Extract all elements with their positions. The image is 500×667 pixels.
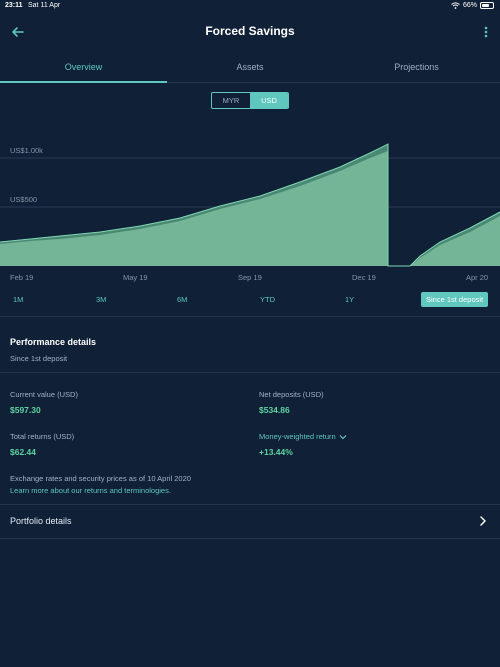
x-tick-label: Apr 20 bbox=[466, 273, 489, 282]
performance-subtitle: Since 1st deposit bbox=[10, 354, 68, 363]
portfolio-details-row[interactable]: Portfolio details bbox=[0, 505, 500, 537]
status-date: Sat 11 Apr bbox=[28, 2, 61, 9]
current-value: $597.30 bbox=[10, 405, 41, 415]
currency-usd-button[interactable]: USD bbox=[250, 93, 288, 108]
mwr-value: +13.44% bbox=[259, 447, 293, 457]
status-time: 23:11 bbox=[5, 2, 23, 9]
range-since-first-deposit-button[interactable]: Since 1st deposit bbox=[421, 292, 489, 307]
divider bbox=[0, 504, 500, 505]
divider bbox=[0, 538, 500, 539]
x-tick-label: Feb 19 bbox=[10, 273, 34, 282]
range-6m-button[interactable]: 6M bbox=[177, 295, 188, 304]
app-header: Forced Savings bbox=[0, 14, 500, 50]
y-tick-label: US$1.00k bbox=[10, 146, 43, 155]
range-1m-button[interactable]: 1M bbox=[13, 295, 24, 304]
more-options-icon[interactable] bbox=[482, 24, 490, 40]
net-deposits-label: Net deposits (USD) bbox=[259, 390, 324, 399]
page-title: Forced Savings bbox=[205, 24, 295, 38]
tab-overview[interactable]: Overview bbox=[0, 55, 167, 83]
exchange-rate-note: Exchange rates and security prices as of… bbox=[10, 474, 191, 483]
portfolio-details-label: Portfolio details bbox=[10, 516, 72, 526]
battery-icon bbox=[480, 2, 494, 9]
money-weighted-return-dropdown[interactable]: Money-weighted return bbox=[259, 432, 347, 441]
total-returns-label: Total returns (USD) bbox=[10, 432, 75, 441]
divider bbox=[0, 372, 500, 373]
x-tick-label: May 19 bbox=[123, 273, 148, 282]
chevron-down-icon bbox=[339, 434, 347, 439]
chart-svg bbox=[0, 143, 500, 267]
net-deposits-value: $534.86 bbox=[259, 405, 290, 415]
tab-projections[interactable]: Projections bbox=[394, 62, 439, 72]
x-tick-label: Sep 19 bbox=[238, 273, 262, 282]
tab-bar: Overview Assets Projections bbox=[0, 55, 500, 83]
range-ytd-button[interactable]: YTD bbox=[260, 295, 275, 304]
x-tick-label: Dec 19 bbox=[352, 273, 376, 282]
status-right: 66% bbox=[451, 2, 494, 9]
wifi-icon bbox=[451, 2, 460, 9]
currency-myr-button[interactable]: MYR bbox=[222, 96, 240, 105]
currency-toggle: MYR USD bbox=[211, 92, 289, 109]
chevron-right-icon bbox=[480, 516, 486, 526]
status-bar: 23:11 Sat 11 Apr 66% bbox=[0, 0, 500, 12]
range-3m-button[interactable]: 3M bbox=[96, 295, 107, 304]
tab-assets[interactable]: Assets bbox=[236, 62, 264, 72]
total-returns-value: $62.44 bbox=[10, 447, 36, 457]
portfolio-value-area bbox=[0, 151, 500, 266]
battery-percent: 66% bbox=[462, 2, 477, 9]
performance-title: Performance details bbox=[10, 337, 97, 347]
divider bbox=[0, 316, 500, 317]
y-tick-label: US$500 bbox=[10, 195, 38, 204]
learn-more-link[interactable]: Learn more about our returns and termino… bbox=[10, 486, 171, 495]
mwr-label: Money-weighted return bbox=[259, 432, 336, 441]
x-axis: Feb 19 May 19 Sep 19 Dec 19 Apr 20 bbox=[0, 273, 500, 285]
portfolio-value-line bbox=[0, 143, 500, 267]
time-range-selector: 1M 3M 6M YTD 1Y Since 1st deposit bbox=[0, 290, 500, 310]
performance-chart: US$1.00k US$500 bbox=[0, 118, 500, 284]
range-1y-button[interactable]: 1Y bbox=[345, 295, 355, 304]
current-value-label: Current value (USD) bbox=[10, 390, 78, 399]
back-arrow-icon[interactable] bbox=[8, 22, 28, 42]
